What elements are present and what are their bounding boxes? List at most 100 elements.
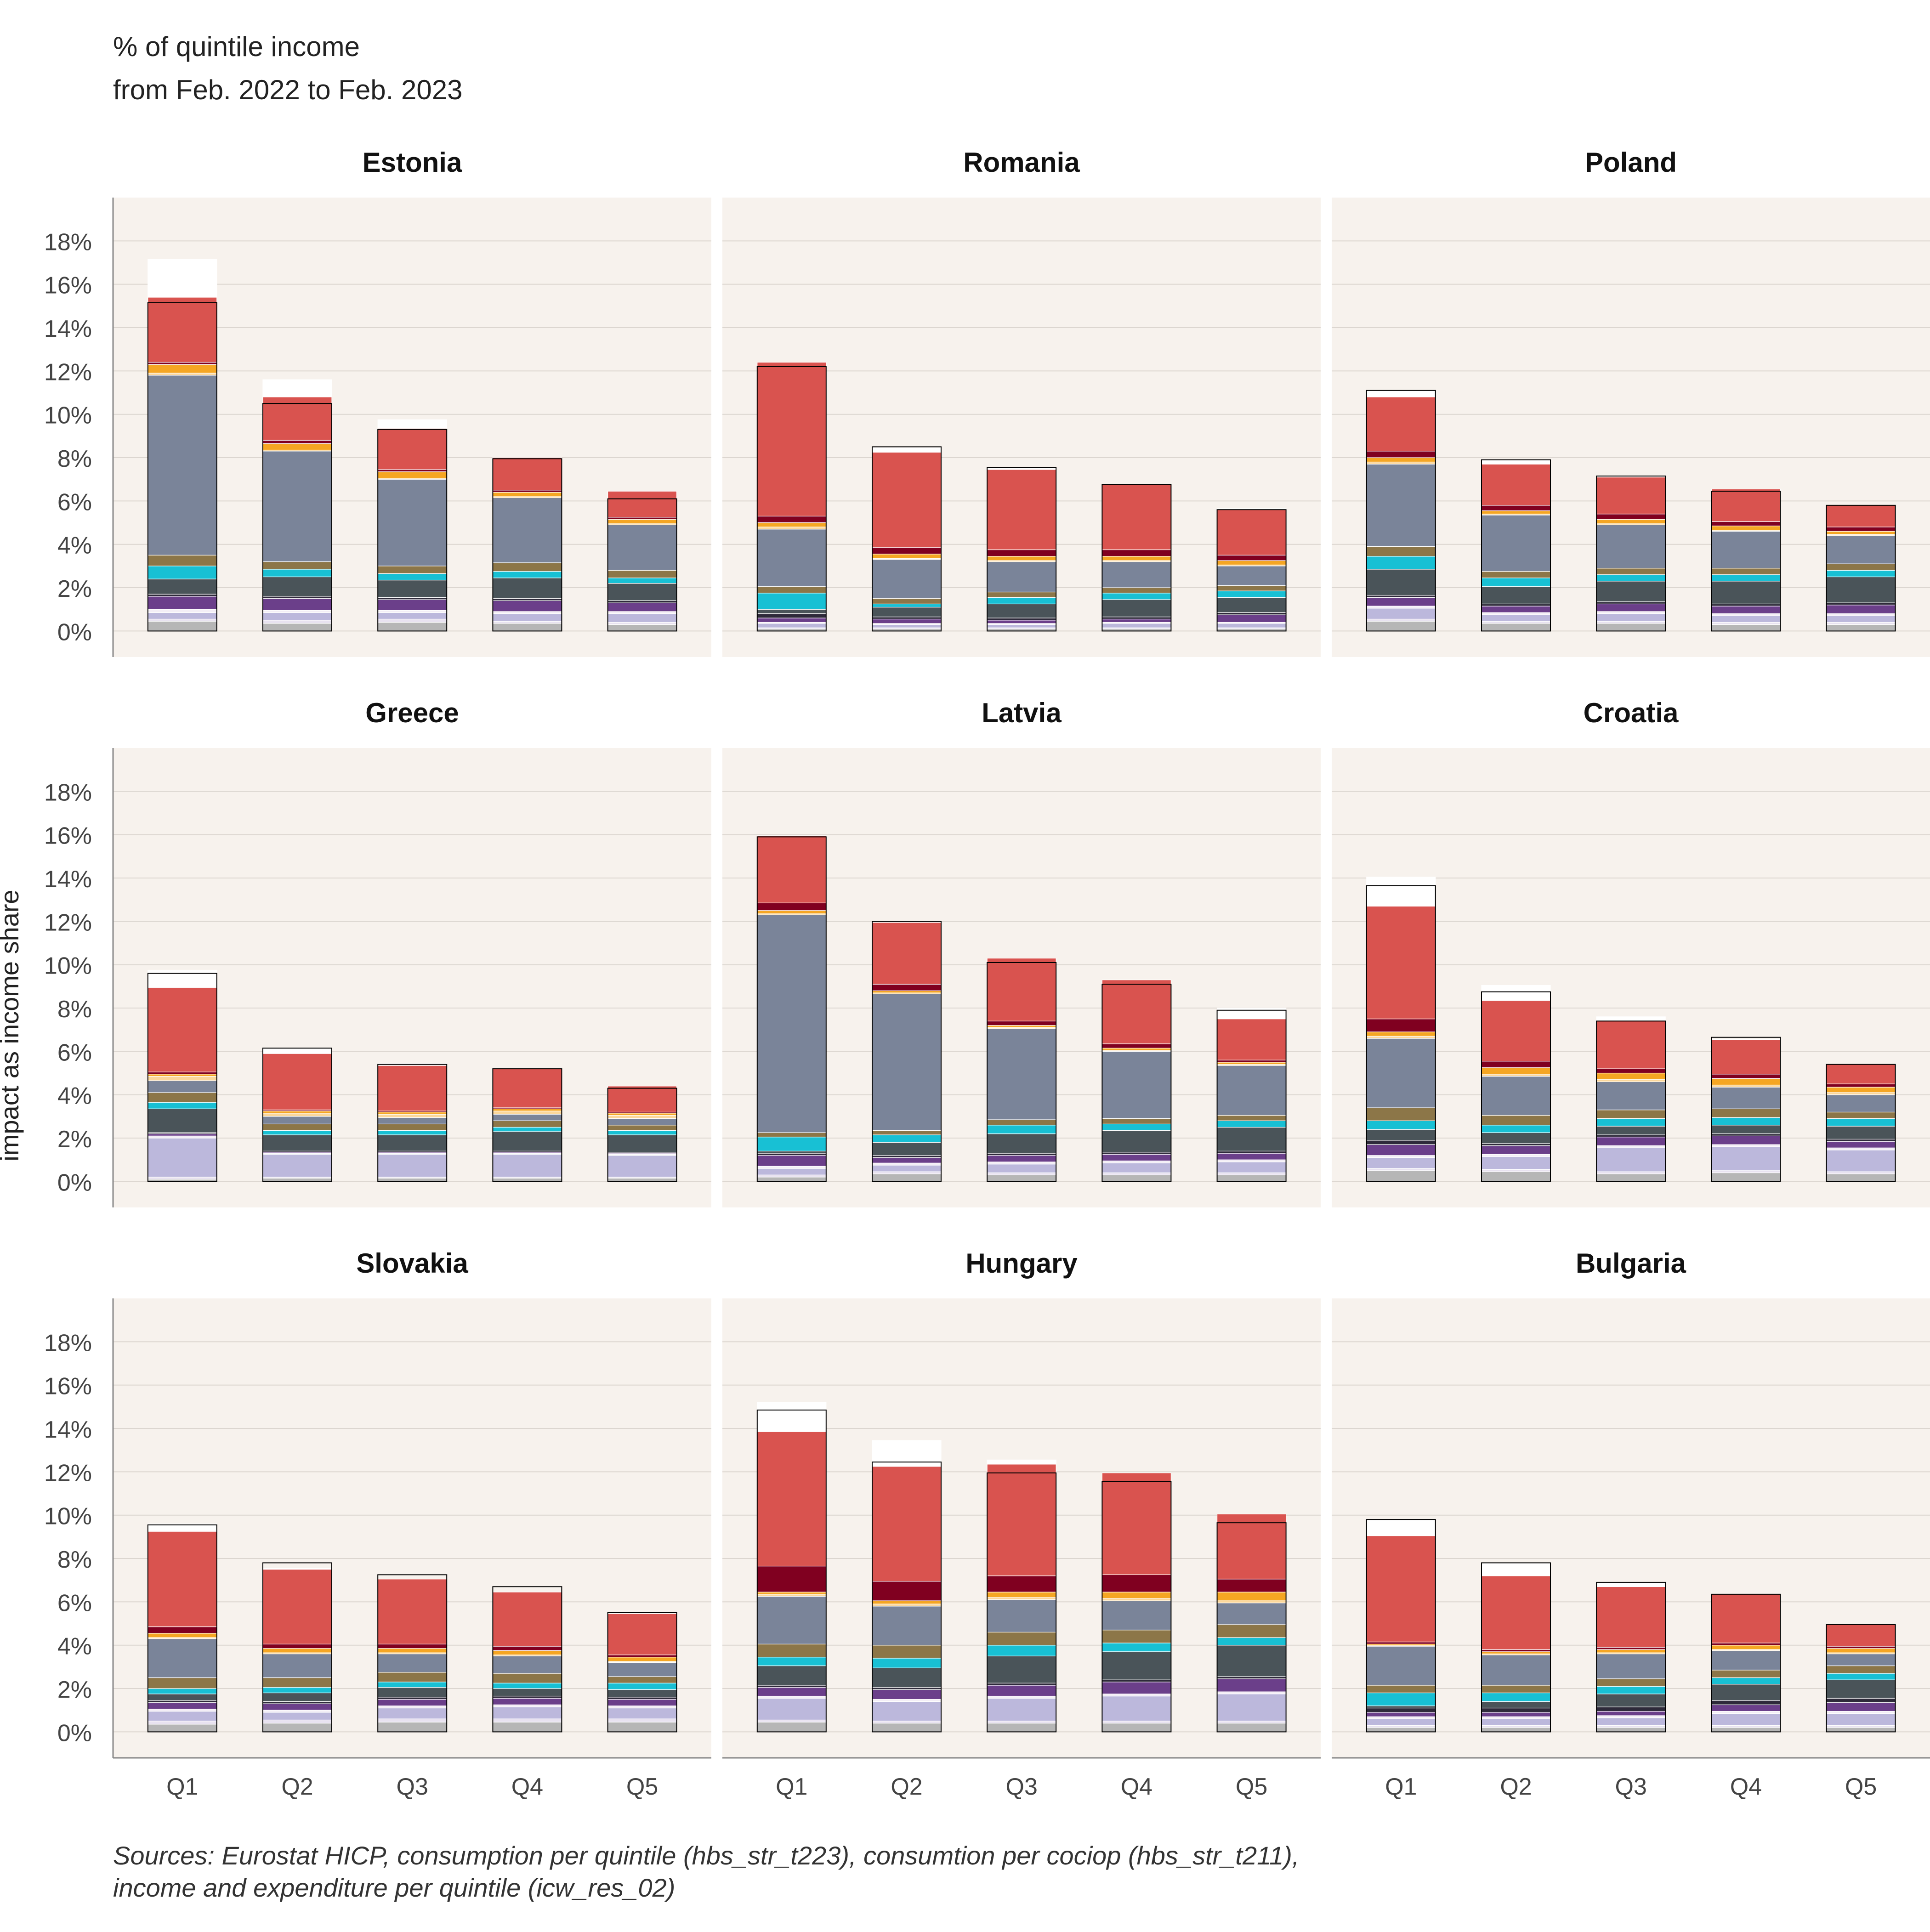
bar-segment [1481,1074,1551,1077]
bar-segment [1366,1718,1436,1726]
bar-segment [1481,459,1551,465]
bar-segment [1481,1716,1551,1719]
bar-segment [1711,1084,1781,1088]
bar-segment [1101,1600,1171,1631]
bar-segment [1826,1147,1896,1150]
bar-croatia-q3 [1596,1016,1666,1182]
panel-greece: Greece 0% 2% 4% 6% 8% 10% 12% 14% 16% 18% [44,697,711,1207]
bar-segment [1217,1019,1287,1060]
bar-greece-q3 [377,1063,448,1182]
bar-segment [1481,1725,1551,1728]
bar-segment [148,1721,217,1725]
bar-segment [1826,602,1896,606]
bar-total-outline [1596,1581,1666,1733]
x-tick-label: Q5 [1845,1773,1877,1800]
bar-total-outline [1596,1020,1666,1182]
bar-segment [377,1643,447,1649]
bar-total-outline [1481,991,1551,1182]
bar-segment [1711,1684,1781,1701]
bar-segment [1366,877,1436,907]
bar-total-outline [607,1088,677,1182]
bar-segment [148,1688,217,1694]
bar-segment [1596,1173,1666,1182]
panel-title: Romania [963,147,1080,178]
bar-segment [1366,451,1436,458]
bar-segment [1366,1170,1436,1182]
panel-title: Hungary [965,1248,1078,1279]
bar-segment [757,1168,827,1175]
bar-segment [872,1645,942,1659]
y-tick-label: 12% [44,359,92,385]
y-tick-label: 4% [57,1083,92,1110]
bar-segment [262,612,332,621]
bar-segment [1101,623,1171,628]
bar-segment [607,1134,677,1153]
bar-segment [872,922,942,985]
bar-total-outline [262,1048,332,1182]
bar-segment [262,1703,332,1711]
bar-segment [377,1653,447,1673]
bar-segment [1366,621,1436,631]
bar-segment [1217,585,1287,591]
bar-segment [1366,1705,1436,1709]
bar-segment [262,1569,332,1644]
bar-total-outline [1216,509,1287,632]
bar-segment [377,1123,447,1131]
bar-total-outline [262,403,332,632]
bar-segment [148,621,217,631]
bar-segment [607,1118,677,1126]
bar-segment [1366,546,1436,557]
bar-segment [1366,1120,1436,1130]
bar-segment [1366,1707,1436,1713]
bar-segment [1596,623,1666,631]
bar-segment [1366,1725,1436,1728]
bar-segment [757,1155,827,1167]
bar-segment [1826,615,1896,623]
bar-segment [607,613,677,623]
bar-segment [148,987,217,1072]
bar-segment [1366,1519,1436,1536]
bar-segment [987,1174,1056,1182]
y-tick-label: 4% [57,533,92,559]
bar-segment [1101,1051,1171,1119]
bar-segment [1366,1712,1436,1717]
bar-segment [1481,1692,1551,1702]
bar-segment [1481,571,1551,578]
y-tick-label: 16% [44,272,92,299]
bar-segment [872,1722,942,1732]
bar-bulgaria-q5 [1826,1624,1896,1733]
y-tick-label: 6% [57,489,92,516]
bar-segment [1101,1651,1171,1680]
bar-segment [1481,1701,1551,1709]
bar-segment [148,1711,217,1722]
bar-segment [492,600,562,612]
bar-segment [607,1125,677,1131]
bar-segment [148,1071,217,1075]
y-tick-label: 8% [57,1547,92,1573]
bar-segment [987,1721,1056,1724]
bar-segment [492,562,562,572]
x-tick-label: Q5 [626,1773,658,1800]
bar-segment [377,599,447,611]
bar-hungary-q5 [1216,1513,1287,1733]
bar-segment [1826,1094,1896,1113]
bar-segment [1481,1171,1551,1182]
bar-segment [262,379,332,397]
bar-segment [1826,505,1896,527]
bar-segment [1596,1126,1666,1135]
bar-segment [1366,461,1436,465]
panel-latvia: Latvia [722,697,1321,1207]
bar-segment [262,1677,332,1688]
bar-segment [1481,1076,1551,1116]
bar-segment [1481,1718,1551,1726]
bar-segment [1217,1174,1287,1182]
bar-segment [607,578,677,584]
bar-segment [872,559,942,599]
bar-segment [1596,524,1666,569]
bar-hungary-q2 [872,1440,942,1733]
bar-segment [1101,618,1171,623]
bar-segment [987,1722,1056,1732]
bar-segment [1826,1673,1896,1680]
bar-segment [1711,1670,1781,1678]
bar-segment [1596,1171,1666,1174]
